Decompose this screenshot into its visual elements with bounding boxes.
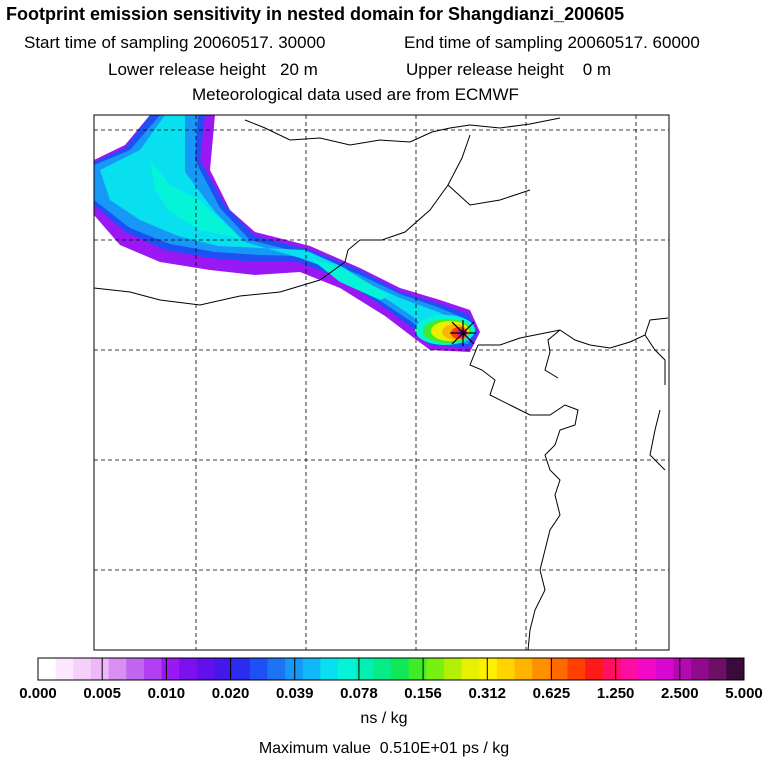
- colorbar-tick-label: 0.039: [275, 685, 314, 702]
- colorbar-cell: [179, 658, 198, 680]
- colorbar-ticks: [37, 658, 745, 680]
- colorbar-cell: [108, 658, 127, 680]
- footprint-plume: [94, 115, 480, 352]
- colorbar-cell: [443, 658, 463, 680]
- colorbar-cell: [355, 658, 374, 680]
- colorbar-cell: [726, 658, 745, 680]
- colorbar-tick-label: 0.156: [404, 685, 442, 702]
- colorbar-tick-label: 5.000: [725, 685, 763, 702]
- colorbar-cell: [373, 658, 392, 680]
- colorbar: [38, 658, 745, 680]
- colorbar-tick-label: 0.010: [147, 685, 186, 702]
- colorbar-cell: [567, 658, 586, 680]
- colorbar-cell: [302, 658, 321, 680]
- colorbar-cell: [143, 658, 163, 680]
- colorbar-units: ns / kg: [360, 710, 408, 727]
- colorbar-cell: [232, 658, 251, 680]
- colorbar-tick-label: 0.005: [83, 685, 121, 702]
- colorbar-cell: [73, 658, 92, 680]
- lower-release-height: Lower release height 20 m: [108, 60, 318, 79]
- colorbar-cell: [585, 658, 604, 680]
- colorbar-tick-label: 0.625: [532, 685, 571, 702]
- colorbar-cell: [214, 658, 233, 680]
- colorbar-cell: [708, 658, 727, 680]
- start-time: Start time of sampling 20060517. 30000: [24, 33, 326, 52]
- maximum-value: Maximum value 0.510E+01 ps / kg: [258, 740, 510, 757]
- colorbar-cell: [391, 658, 410, 680]
- graticule: [94, 115, 669, 650]
- release-site-marker: [450, 320, 476, 346]
- colorbar-tick-label: 2.500: [661, 685, 699, 702]
- colorbar-cell: [602, 658, 621, 680]
- colorbar-cell: [55, 658, 74, 680]
- colorbar-tick-label: 0.020: [211, 685, 250, 702]
- colorbar-cell: [655, 658, 674, 680]
- colorbar-cell: [673, 658, 692, 680]
- colorbar-cell: [161, 658, 180, 680]
- plot-title: Footprint emission sensitivity in nested…: [6, 4, 625, 24]
- colorbar-cell: [338, 658, 357, 680]
- colorbar-tick-label: 0.078: [340, 685, 378, 702]
- colorbar-cell: [285, 658, 304, 680]
- colorbar-cell: [549, 658, 568, 680]
- colorbar-cell: [126, 658, 145, 680]
- colorbar-cell: [461, 658, 480, 680]
- map-frame: [93, 114, 670, 651]
- meteorological-source: Meteorological data used are from ECMWF: [192, 85, 519, 104]
- colorbar-cell: [90, 658, 110, 680]
- colorbar-cell: [196, 658, 215, 680]
- colorbar-cell: [479, 658, 498, 680]
- colorbar-cell: [514, 658, 533, 680]
- colorbar-cell: [320, 658, 339, 680]
- coastlines: [94, 117, 669, 650]
- colorbar-cell: [408, 658, 427, 680]
- end-time: End time of sampling 20060517. 60000: [404, 33, 700, 52]
- colorbar-cell: [691, 658, 710, 680]
- colorbar-cell: [496, 658, 516, 680]
- colorbar-tick-label: 1.250: [596, 685, 635, 702]
- colorbar-cell: [638, 658, 657, 680]
- colorbar-cell: [532, 658, 551, 680]
- colorbar-cell: [249, 658, 268, 680]
- colorbar-cell: [267, 658, 286, 680]
- colorbar-cell: [426, 658, 445, 680]
- colorbar-tick-label: 0.312: [468, 685, 507, 702]
- colorbar-tick-label: 0.000: [19, 685, 57, 702]
- colorbar-cell: [620, 658, 639, 680]
- colorbar-cell: [38, 658, 57, 680]
- upper-release-height: Upper release height 0 m: [406, 60, 612, 79]
